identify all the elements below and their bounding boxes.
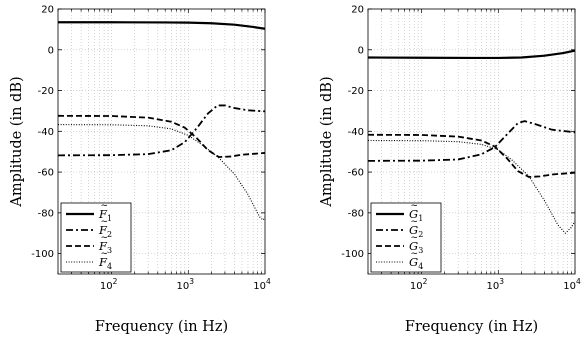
x-tick-base: 10 — [410, 281, 423, 292]
legend-subscript: 2 — [107, 230, 112, 239]
legend-label-f3: F3 — [98, 239, 112, 255]
legend-symbol: F — [98, 255, 108, 269]
x-tick-exponent: 4 — [576, 277, 581, 286]
y-tick-label: -100 — [31, 249, 54, 260]
legend: F1~F2~F3~F4~ — [60, 201, 132, 273]
y-tick-label: -80 — [348, 208, 364, 219]
y-tick-label: -100 — [341, 249, 364, 260]
legend-symbol: G — [409, 255, 418, 269]
grid — [367, 8, 576, 274]
x-tick-base: 10 — [563, 281, 576, 292]
y-axis-label: Amplitude (in dB) — [9, 76, 25, 207]
legend-subscript: 4 — [107, 262, 112, 271]
y-tick-label: -60 — [38, 168, 54, 179]
series-line-f1 — [58, 21, 265, 30]
x-tick-label: 104 — [253, 277, 271, 292]
y-tick-label: -40 — [38, 127, 54, 138]
legend-tilde: ~ — [411, 201, 419, 211]
axes-box — [57, 8, 266, 275]
legend-label-f4: F4 — [98, 255, 112, 271]
series-line-g1 — [368, 49, 575, 60]
legend: G1~G2~G3~G4~ — [370, 201, 442, 273]
y-tick-label: -40 — [348, 127, 364, 138]
series-line-f4 — [58, 124, 265, 221]
series-line-f2 — [58, 104, 265, 157]
legend-label-g1: G1 — [409, 207, 423, 223]
y-tick-label: -20 — [38, 86, 54, 97]
series-group — [368, 49, 575, 234]
x-tick-label: 102 — [100, 277, 118, 292]
y-tick-label: -80 — [38, 208, 54, 219]
x-tick-label: 104 — [563, 277, 581, 292]
legend-subscript: 3 — [418, 246, 423, 255]
x-tick-exponent: 2 — [423, 277, 428, 286]
legend-label-g4: G4 — [409, 255, 423, 271]
x-tick-label: 102 — [410, 277, 428, 292]
series-line-f3 — [58, 114, 265, 158]
legend-label-g3: G3 — [409, 239, 423, 255]
x-tick-base: 10 — [253, 281, 266, 292]
legend-subscript: 1 — [107, 214, 112, 223]
y-axis-label: Amplitude (in dB) — [319, 76, 335, 207]
legend-label-g2: G2 — [409, 223, 423, 239]
legend-tilde: ~ — [411, 233, 419, 243]
x-tick-base: 10 — [177, 281, 190, 292]
y-tick-label: -20 — [348, 86, 364, 97]
legend-tilde: ~ — [411, 249, 419, 259]
x-tick-exponent: 2 — [113, 277, 118, 286]
legend-label-f1: F1 — [98, 207, 112, 223]
legend-tilde: ~ — [411, 217, 419, 227]
series-group — [58, 21, 265, 221]
x-tick-exponent: 4 — [266, 277, 271, 286]
y-tick-label: 0 — [48, 45, 54, 56]
legend-tilde: ~ — [101, 249, 109, 259]
x-tick-exponent: 3 — [499, 277, 504, 286]
x-tick-label: 103 — [487, 277, 505, 292]
legend-tilde: ~ — [101, 233, 109, 243]
legend-subscript: 4 — [418, 262, 423, 271]
series-line-g4 — [368, 139, 575, 234]
series-line-g2 — [368, 120, 575, 162]
series-line-g3 — [368, 133, 575, 178]
y-tick-label: -60 — [348, 168, 364, 179]
x-tick-base: 10 — [100, 281, 113, 292]
legend-symbol: G — [409, 207, 418, 221]
axes-box — [367, 8, 576, 275]
legend-symbol: F — [98, 223, 108, 237]
legend-subscript: 1 — [418, 214, 423, 223]
legend-symbol: G — [409, 223, 418, 237]
x-axis-label: Frequency (in Hz) — [95, 319, 228, 335]
legend-label-f2: F2 — [98, 223, 112, 239]
legend-tilde: ~ — [101, 201, 109, 211]
legend-symbol: F — [98, 239, 108, 253]
y-tick-label: 20 — [351, 5, 364, 16]
x-tick-exponent: 3 — [189, 277, 194, 286]
legend-symbol: G — [409, 239, 418, 253]
legend-subscript: 2 — [418, 230, 423, 239]
y-tick-label: 0 — [358, 45, 364, 56]
legend-symbol: F — [98, 207, 108, 221]
legend-subscript: 3 — [107, 246, 112, 255]
legend-tilde: ~ — [101, 217, 109, 227]
x-tick-label: 103 — [177, 277, 195, 292]
x-tick-base: 10 — [487, 281, 500, 292]
y-tick-label: 20 — [41, 5, 54, 16]
x-axis-label: Frequency (in Hz) — [405, 319, 538, 335]
